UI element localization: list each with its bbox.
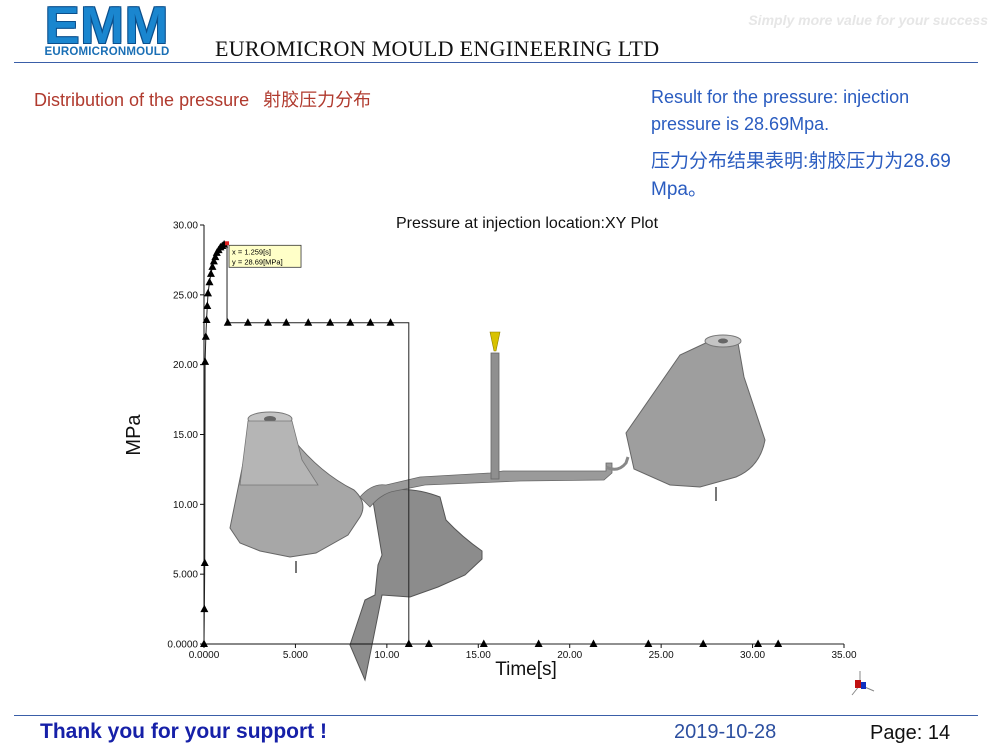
footer-date: 2019-10-28	[674, 721, 777, 743]
result-text: Result for the pressure: injection press…	[651, 84, 971, 204]
company-name: EUROMICRON MOULD ENGINEERING LTD	[215, 36, 660, 61]
pressure-xy-plot: Pressure at injection location:XY Plot 0…	[120, 205, 890, 705]
y-tick-label: 15.00	[173, 430, 198, 441]
data-point-marker	[304, 318, 313, 326]
data-point-marker	[206, 269, 215, 277]
data-point-marker	[203, 301, 212, 310]
data-point-marker	[200, 604, 209, 613]
data-point-marker	[754, 639, 763, 647]
data-point-marker	[200, 639, 208, 647]
slide-title: Distribution of the pressure 射胶压力分布	[34, 86, 371, 112]
slide-title-en: Distribution of the pressure	[34, 90, 250, 110]
data-point-marker	[774, 639, 783, 647]
data-point-marker	[243, 318, 252, 326]
data-point-marker	[202, 315, 211, 323]
data-point-marker	[220, 240, 229, 248]
slide-title-cn: 射胶压力分布	[263, 90, 372, 110]
data-point-marker	[211, 252, 220, 261]
y-tick-label: 20.00	[173, 360, 198, 371]
data-point-marker	[534, 639, 543, 647]
chart-svg: Pressure at injection location:XY Plot 0…	[123, 215, 875, 696]
footer-thanks: Thank you for your support !	[40, 720, 327, 743]
chart-plot-area: x = 1.259[s]y = 28.69[MPa]	[200, 240, 844, 647]
data-point-marker	[366, 318, 375, 326]
peak-point-marker	[225, 241, 230, 246]
data-point-marker	[589, 639, 598, 647]
peak-x-value: x = 1.259[s]	[232, 247, 271, 256]
y-tick-label: 10.00	[173, 500, 198, 511]
data-point-marker	[282, 318, 291, 326]
x-tick-label: 25.00	[649, 650, 674, 661]
data-point-marker	[205, 277, 214, 286]
data-point-marker	[204, 288, 213, 297]
x-tick-label: 30.00	[740, 650, 765, 661]
peak-y-value: y = 28.69[MPa]	[232, 257, 283, 266]
data-point-marker	[326, 318, 335, 326]
x-tick-label: 10.00	[374, 650, 399, 661]
tagline: Simply more value for your success	[748, 12, 988, 28]
chart-title: Pressure at injection location:XY Plot	[396, 215, 659, 232]
data-point-marker	[208, 262, 217, 270]
logo-subtext: EUROMICRONMOULD	[44, 46, 170, 58]
result-text-cn: 压力分布结果表明:射胶压力为28.69 Mpa。	[651, 151, 951, 200]
x-tick-label: 20.00	[557, 650, 582, 661]
x-axis-label: Time[s]	[495, 659, 557, 680]
page-number: Page: 14	[870, 722, 951, 744]
x-tick-label: 5.000	[283, 650, 308, 661]
x-tick-label: 35.00	[831, 650, 856, 661]
logo-text: EMM	[44, 0, 170, 55]
header-divider	[14, 62, 978, 63]
y-tick-label: 0.0000	[167, 640, 198, 651]
x-tick-label: 0.0000	[189, 650, 220, 661]
x-tick-label: 15.00	[466, 650, 491, 661]
data-point-marker	[200, 558, 209, 566]
data-point-marker	[644, 639, 653, 647]
axis-triad-icon	[851, 671, 875, 696]
part-model-illustration	[229, 331, 766, 682]
data-point-marker	[424, 639, 433, 647]
y-tick-label: 30.00	[173, 221, 198, 232]
data-point-marker	[209, 256, 218, 265]
data-point-marker	[201, 332, 210, 340]
data-point-marker	[404, 639, 413, 647]
data-point-marker	[346, 318, 355, 326]
y-tick-label: 5.000	[173, 570, 198, 581]
data-point-marker	[479, 639, 488, 647]
data-point-marker	[223, 318, 232, 326]
peak-value-tooltip	[228, 244, 302, 268]
data-point-marker	[386, 318, 395, 326]
result-text-en: Result for the pressure: injection press…	[651, 87, 910, 134]
data-point-marker	[201, 357, 210, 365]
y-tick-label: 25.00	[173, 290, 198, 301]
y-axis-label: MPa	[123, 414, 145, 456]
data-point-marker	[264, 318, 272, 326]
chart-axes: 0.0000 5.000 10.00 15.00 20.00 25.00 30.00 0.00…	[167, 221, 857, 662]
footer-divider	[14, 715, 978, 716]
data-point-marker	[699, 639, 708, 647]
company-logo: EMM EUROMICRONMOULD	[14, 0, 200, 60]
